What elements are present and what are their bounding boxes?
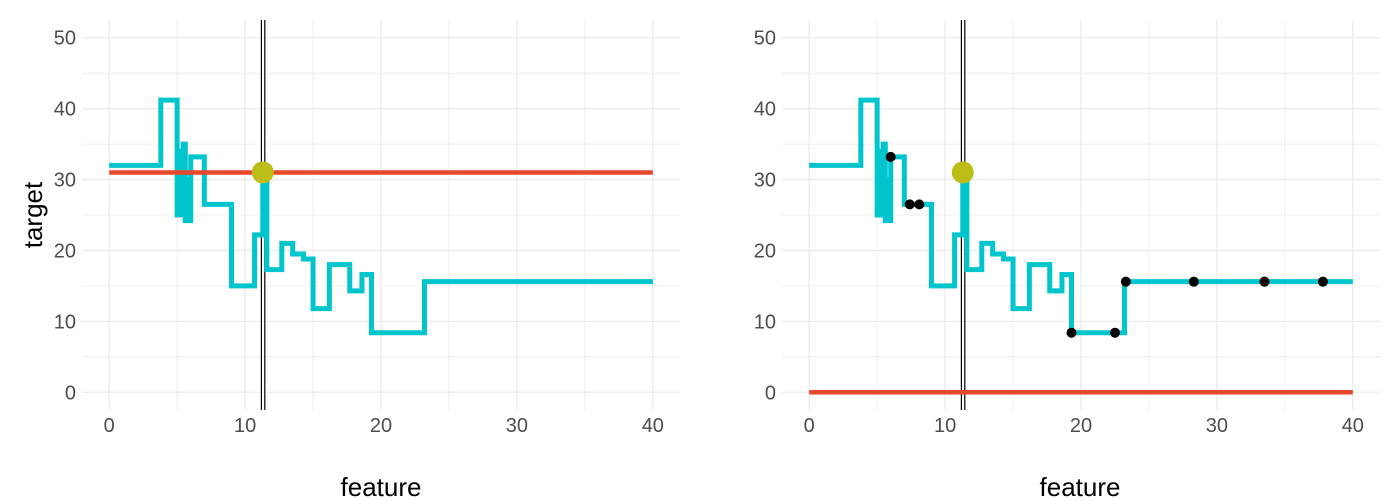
x-tick-label: 30	[1206, 415, 1228, 437]
highlight-point	[951, 161, 974, 184]
sample-point	[1066, 327, 1077, 338]
y-tick-label: 20	[754, 240, 776, 262]
step-series-line	[809, 97, 1353, 336]
y-tick-label: 0	[765, 382, 776, 404]
right-panel: 0 10 20 30 40 0 10 20 30 40 50 feature	[754, 20, 1380, 500]
y-tick-label: 0	[65, 382, 76, 404]
y-tick-label: 10	[754, 311, 776, 333]
highlight-point	[251, 161, 274, 184]
sample-point	[1120, 276, 1131, 287]
step-series-line	[109, 97, 653, 336]
y-axis-title: target	[18, 181, 48, 248]
sample-point	[904, 199, 915, 210]
x-axis-title: feature	[341, 472, 422, 500]
sample-point	[1109, 327, 1120, 338]
x-tick-label: 0	[104, 415, 115, 437]
x-tick-label: 40	[1342, 415, 1364, 437]
sample-point	[885, 151, 896, 162]
y-tick-label: 50	[54, 28, 76, 50]
y-tick-label: 20	[54, 240, 76, 262]
sample-point	[1259, 276, 1270, 287]
sample-point	[1188, 276, 1199, 287]
x-tick-label: 30	[506, 415, 528, 437]
y-tick-label: 40	[54, 99, 76, 121]
sample-point	[1317, 276, 1328, 287]
y-tick-label: 30	[54, 170, 76, 192]
sample-point	[914, 199, 925, 210]
x-tick-label: 10	[234, 415, 256, 437]
x-tick-label: 0	[804, 415, 815, 437]
y-tick-label: 50	[754, 28, 776, 50]
x-tick-label: 40	[642, 415, 664, 437]
y-tick-label: 40	[754, 99, 776, 121]
left-panel: 0 10 20 30 40 0 10 20 30 40 50 feature target	[18, 20, 680, 500]
y-tick-label: 30	[754, 170, 776, 192]
x-axis-title: feature	[1040, 472, 1121, 500]
x-tick-label: 10	[934, 415, 956, 437]
x-tick-label: 20	[1070, 415, 1092, 437]
x-tick-label: 20	[370, 415, 392, 437]
y-tick-label: 10	[54, 311, 76, 333]
